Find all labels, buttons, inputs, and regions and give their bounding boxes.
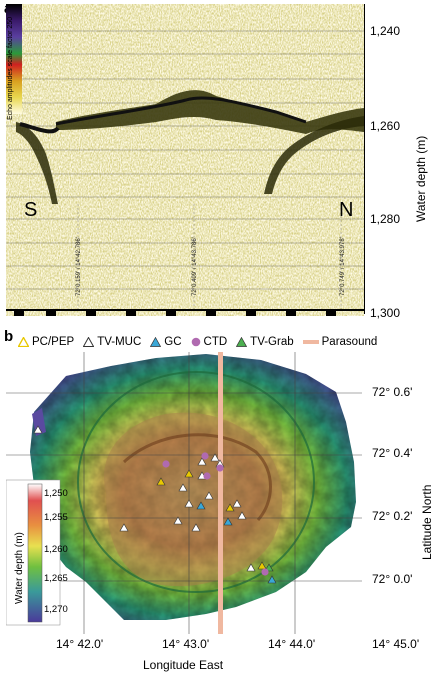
legend-ctd: CTD bbox=[191, 336, 227, 348]
legend: PC/PEP TV-MUC GC CTD TV-Grab Parasound bbox=[18, 336, 377, 348]
echogram bbox=[6, 4, 364, 316]
depth-tick-1240: 1,240 bbox=[370, 24, 401, 38]
parasound-bar-icon bbox=[302, 340, 319, 344]
coord-label-2: 72°0.409' / 14°43.786' bbox=[192, 237, 198, 296]
south-label: S bbox=[24, 199, 38, 221]
lon-axis-title: Longitude East bbox=[143, 658, 224, 672]
lat-tick-0.0: 72° 0.0' bbox=[372, 572, 413, 586]
lon-tick-42: 14° 42.0' bbox=[56, 637, 104, 651]
lat-tick-0.2: 72° 0.2' bbox=[372, 509, 413, 523]
lon-tick-43: 14° 43.0' bbox=[162, 637, 210, 651]
depth-axis-line bbox=[364, 4, 365, 314]
legend-gc: GC bbox=[150, 336, 182, 348]
colorbar-tick-1255: 1,255 bbox=[44, 512, 68, 523]
pc-pep-triangle-icon bbox=[18, 337, 29, 347]
legend-tv-muc: TV-MUC bbox=[83, 336, 141, 348]
colorbar-tick-1250: 1,250 bbox=[44, 488, 68, 499]
coord-label-3: 72°0.749' / 14°43.978' bbox=[340, 237, 346, 296]
tv-grab-triangle-icon bbox=[236, 337, 248, 347]
depth-tick-1260: 1,260 bbox=[370, 119, 401, 133]
tv-muc-triangle-icon bbox=[83, 337, 95, 347]
scale-caption: Echo amplitudes scale factor 250 bbox=[7, 16, 14, 120]
lat-axis-title: Latitude North bbox=[420, 484, 434, 560]
colorbar-title: Water depth (m) bbox=[14, 532, 25, 604]
depth-tick-1280: 1,280 bbox=[370, 212, 401, 226]
depth-tick-1300: 1,300 bbox=[370, 306, 401, 320]
north-label: N bbox=[339, 199, 354, 221]
lat-tick-0.4: 72° 0.4' bbox=[372, 446, 413, 460]
depth-axis-title: Water depth (m) bbox=[414, 135, 428, 222]
legend-parasound: Parasound bbox=[302, 336, 377, 348]
lat-tick-0.6: 72° 0.6' bbox=[372, 385, 413, 399]
bathymetry-map bbox=[6, 352, 362, 634]
lon-tick-45: 14° 45.0' bbox=[372, 637, 420, 651]
coord-label-1: 72°0.159' / 14°42.786' bbox=[76, 237, 82, 296]
colorbar-tick-1265: 1,265 bbox=[44, 573, 68, 584]
gc-triangle-icon bbox=[150, 337, 162, 347]
ctd-circle-icon bbox=[191, 337, 200, 347]
colorbar-tick-1270: 1,270 bbox=[44, 604, 68, 615]
legend-pc-pep: PC/PEP bbox=[18, 336, 74, 348]
colorbar-tick-1260: 1,260 bbox=[44, 544, 68, 555]
panel-b-label: b bbox=[4, 328, 14, 345]
legend-tv-grab: TV-Grab bbox=[236, 336, 294, 348]
lon-tick-44: 14° 44.0' bbox=[268, 637, 316, 651]
